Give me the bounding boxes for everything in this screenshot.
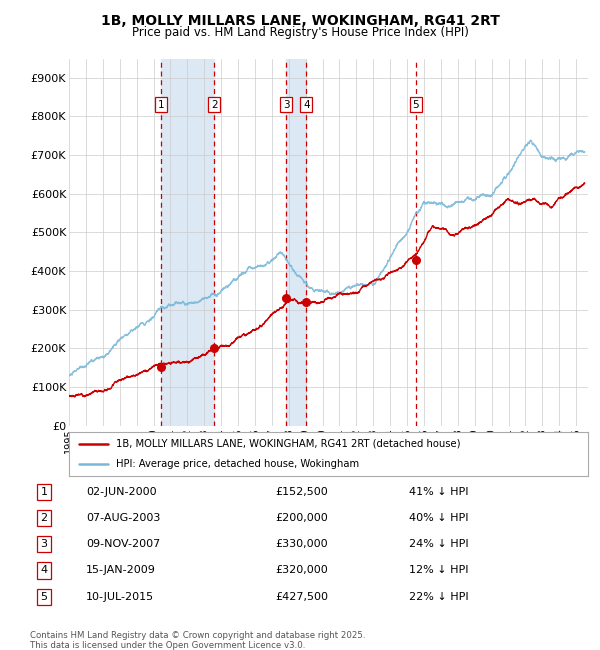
Text: 40% ↓ HPI: 40% ↓ HPI <box>409 513 469 523</box>
Bar <box>161 58 214 426</box>
Text: 09-NOV-2007: 09-NOV-2007 <box>86 540 160 549</box>
Text: 02-JUN-2000: 02-JUN-2000 <box>86 487 157 497</box>
Bar <box>286 58 307 426</box>
Text: 15-JAN-2009: 15-JAN-2009 <box>86 566 155 575</box>
Text: 22% ↓ HPI: 22% ↓ HPI <box>409 592 469 602</box>
Text: £330,000: £330,000 <box>275 540 328 549</box>
Text: 1B, MOLLY MILLARS LANE, WOKINGHAM, RG41 2RT (detached house): 1B, MOLLY MILLARS LANE, WOKINGHAM, RG41 … <box>116 439 460 448</box>
Text: 5: 5 <box>40 592 47 602</box>
Text: £427,500: £427,500 <box>275 592 329 602</box>
Text: 2: 2 <box>40 513 47 523</box>
Text: 1: 1 <box>157 100 164 110</box>
Text: 41% ↓ HPI: 41% ↓ HPI <box>409 487 469 497</box>
Text: £200,000: £200,000 <box>275 513 328 523</box>
Text: £320,000: £320,000 <box>275 566 328 575</box>
Text: Contains HM Land Registry data © Crown copyright and database right 2025.: Contains HM Land Registry data © Crown c… <box>30 630 365 640</box>
Text: 4: 4 <box>303 100 310 110</box>
Text: £152,500: £152,500 <box>275 487 328 497</box>
Text: 1B, MOLLY MILLARS LANE, WOKINGHAM, RG41 2RT: 1B, MOLLY MILLARS LANE, WOKINGHAM, RG41 … <box>101 14 499 29</box>
Text: 3: 3 <box>283 100 290 110</box>
Text: 5: 5 <box>413 100 419 110</box>
Text: 10-JUL-2015: 10-JUL-2015 <box>86 592 154 602</box>
Text: 12% ↓ HPI: 12% ↓ HPI <box>409 566 469 575</box>
Text: 07-AUG-2003: 07-AUG-2003 <box>86 513 160 523</box>
Text: Price paid vs. HM Land Registry's House Price Index (HPI): Price paid vs. HM Land Registry's House … <box>131 26 469 39</box>
Text: 2: 2 <box>211 100 218 110</box>
Text: 24% ↓ HPI: 24% ↓ HPI <box>409 540 469 549</box>
Text: This data is licensed under the Open Government Licence v3.0.: This data is licensed under the Open Gov… <box>30 641 305 650</box>
Text: 1: 1 <box>40 487 47 497</box>
Text: 4: 4 <box>40 566 47 575</box>
Text: HPI: Average price, detached house, Wokingham: HPI: Average price, detached house, Woki… <box>116 459 359 469</box>
Text: 3: 3 <box>40 540 47 549</box>
